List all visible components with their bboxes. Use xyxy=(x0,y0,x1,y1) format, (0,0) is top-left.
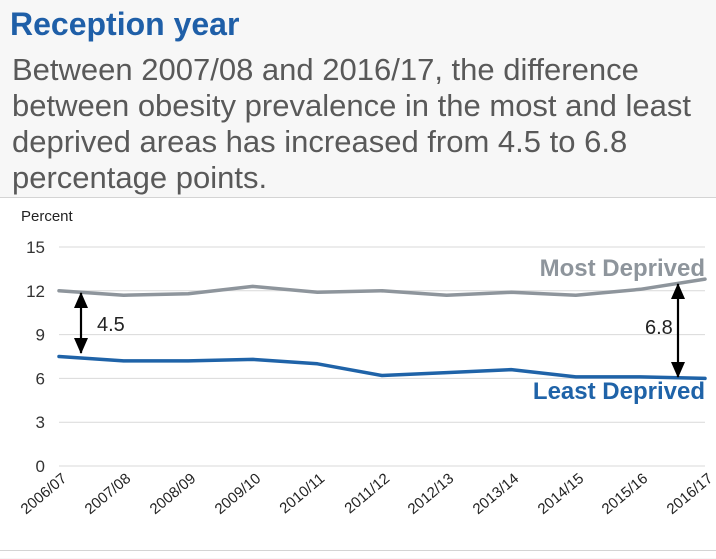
svg-text:Most Deprived: Most Deprived xyxy=(540,255,705,282)
svg-text:12: 12 xyxy=(26,282,45,301)
svg-text:9: 9 xyxy=(36,326,45,345)
svg-text:4.5: 4.5 xyxy=(97,314,125,336)
svg-text:6.8: 6.8 xyxy=(645,317,673,339)
svg-text:Least Deprived: Least Deprived xyxy=(533,378,705,405)
svg-text:3: 3 xyxy=(36,413,45,432)
svg-text:6: 6 xyxy=(36,369,45,388)
svg-text:0: 0 xyxy=(36,457,45,476)
svg-text:15: 15 xyxy=(26,238,45,257)
